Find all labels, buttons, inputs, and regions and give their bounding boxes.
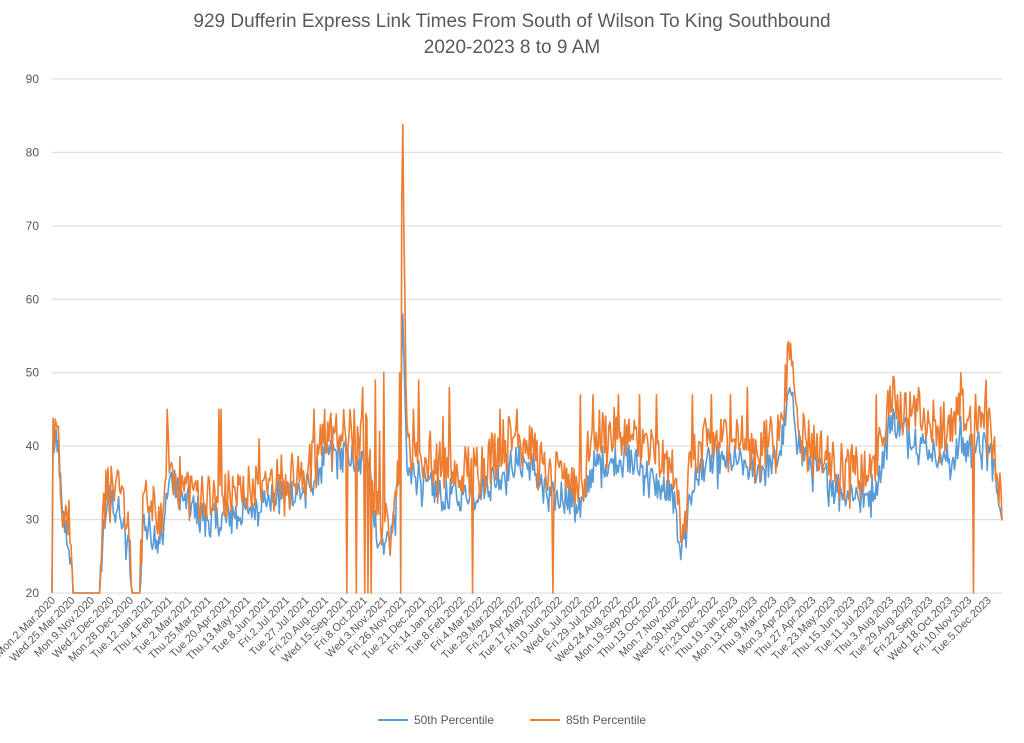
y-tick-label-30: 30 <box>26 513 40 527</box>
legend-item-85th: 85th Percentile <box>530 713 646 727</box>
series-line-50th <box>51 313 1003 594</box>
y-tick-label-20: 20 <box>26 586 40 600</box>
y-tick-label-80: 80 <box>26 145 40 159</box>
chart-legend: 50th Percentile 85th Percentile <box>0 713 1024 727</box>
y-tick-label-70: 70 <box>26 219 40 233</box>
y-tick-label-60: 60 <box>26 292 40 306</box>
y-tick-label-50: 50 <box>26 366 40 380</box>
legend-label-50th: 50th Percentile <box>413 713 494 727</box>
legend-item-50th: 50th Percentile <box>377 713 494 727</box>
series-line-85th <box>51 123 1003 594</box>
legend-swatch-50th <box>377 719 408 721</box>
legend-label-85th: 85th Percentile <box>566 713 647 727</box>
y-tick-label-40: 40 <box>26 439 40 453</box>
chart-subtitle: 2020-2023 8 to 9 AM <box>423 37 601 58</box>
y-tick-label-90: 90 <box>26 72 40 86</box>
chart-title: 929 Dufferin Express Link Times From Sou… <box>193 11 831 32</box>
legend-swatch-85th <box>530 719 560 721</box>
